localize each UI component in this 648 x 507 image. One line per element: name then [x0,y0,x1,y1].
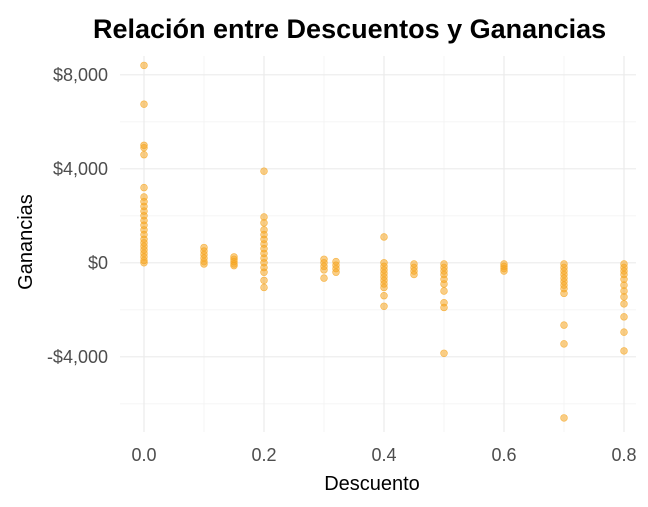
data-point [410,270,418,279]
data-point [620,300,628,308]
y-tick-label: $4,000 [53,159,108,179]
data-point [140,143,148,152]
chart-title: Relación entre Descuentos y Ganancias [93,14,606,44]
x-tick-label: 0.4 [371,445,396,465]
y-tick-label: -$4,000 [47,347,108,367]
data-point [560,340,568,348]
y-tick-label: $8,000 [53,65,108,85]
data-point [140,100,148,108]
data-point [620,328,628,336]
data-point [332,268,340,276]
data-point [260,283,268,292]
x-tick-label: 0.0 [131,445,156,465]
x-axis-ticks: 0.0 0.2 0.4 0.6 0.8 [131,445,636,465]
data-point [260,276,268,285]
x-tick-label: 0.6 [491,445,516,465]
y-axis-ticks: -$4,000 $0 $4,000 $8,000 [47,65,108,367]
data-point [560,321,568,329]
data-point [380,302,388,310]
data-point [260,268,268,276]
data-point [440,303,448,312]
data-point [620,293,628,301]
data-point [200,260,208,268]
data-point [320,274,328,282]
data-point [140,183,148,192]
data-point [140,259,148,267]
data-point [440,349,448,357]
data-point [140,151,148,159]
data-point [380,283,388,292]
data-points [140,61,628,422]
x-axis-title: Descuento [324,473,420,495]
data-point [260,219,268,227]
data-point [440,287,448,295]
data-point [440,280,448,288]
y-tick-label: $0 [88,253,108,273]
y-axis-title: Ganancias [15,194,37,290]
data-point [380,233,388,241]
data-point [560,289,568,298]
data-point [320,266,328,274]
data-point [620,347,628,355]
data-point [230,261,238,270]
x-tick-label: 0.2 [251,445,276,465]
data-point [140,61,148,70]
data-point [500,267,508,275]
x-tick-label: 0.8 [611,445,636,465]
data-point [380,292,388,300]
data-point [620,313,628,321]
data-point [560,414,568,422]
data-point [260,167,268,175]
grid [120,56,636,432]
